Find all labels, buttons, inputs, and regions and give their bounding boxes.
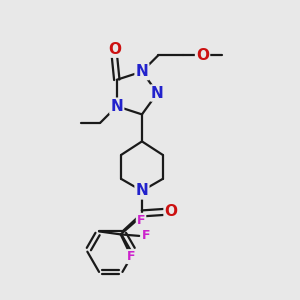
Text: O: O bbox=[165, 204, 178, 219]
Text: F: F bbox=[127, 250, 135, 263]
Text: O: O bbox=[108, 42, 121, 57]
Text: F: F bbox=[142, 230, 150, 242]
Text: N: N bbox=[136, 183, 148, 198]
Text: N: N bbox=[136, 64, 148, 79]
Text: O: O bbox=[196, 48, 209, 63]
Text: F: F bbox=[137, 214, 145, 227]
Text: N: N bbox=[151, 85, 164, 100]
Text: N: N bbox=[110, 99, 123, 114]
